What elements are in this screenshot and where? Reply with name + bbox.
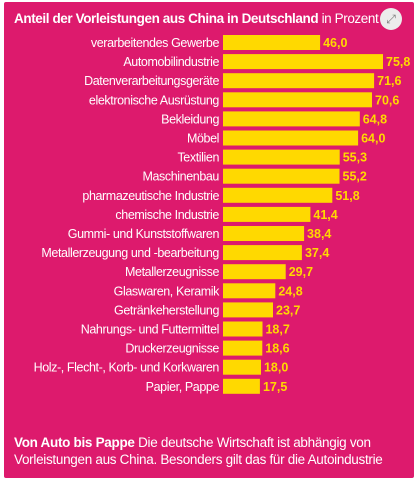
bar-row: Gummi- und Kunststoffwaren 38,4: [68, 226, 331, 241]
category-label: Nahrungs- und Futtermittel: [81, 323, 219, 337]
bar: [223, 359, 261, 375]
value-label: 55,3: [343, 151, 367, 165]
footer-headline: Von Auto bis Pappe: [14, 435, 135, 450]
value-label: 75,8: [386, 55, 410, 69]
chart-unit: in Prozent: [321, 11, 379, 26]
bar-row: Metallerzeugung und -bearbeitung 37,4: [41, 245, 329, 261]
bar-row: Textilien 55,3: [177, 149, 367, 165]
value-label: 37,4: [305, 246, 329, 260]
bar-row: Glaswaren, Keramik 24,8: [114, 283, 303, 299]
value-label: 51,8: [335, 189, 359, 203]
category-label: Druckerzeugnisse: [125, 342, 219, 356]
category-label: pharmazeutische Industrie: [82, 189, 219, 203]
bar-row: Datenverarbeitungsgeräte 71,6: [84, 73, 402, 89]
footer-text: Die deutsche Wirtschaft ist abhängig von…: [14, 435, 383, 467]
category-label: Datenverarbeitungsgeräte: [84, 74, 219, 88]
category-label: Holz-, Flecht-, Korb- und Korkwaren: [34, 361, 220, 375]
chart-title: Anteil der Vorleistungen aus China in De…: [14, 11, 384, 26]
value-label: 24,8: [278, 284, 302, 298]
bar: [223, 168, 340, 184]
value-label: 64,8: [363, 112, 387, 126]
bar-row: Bekleidung 64,8: [161, 111, 387, 127]
category-label: chemische Industrie: [115, 208, 219, 222]
value-label: 41,4: [313, 208, 337, 222]
value-label: 64,0: [361, 132, 385, 146]
bar: [223, 73, 375, 89]
bar: [223, 264, 286, 280]
value-label: 18,6: [265, 342, 289, 356]
category-label: Möbel: [187, 132, 219, 146]
bar-chart: verarbeitendes Gewerbe 46,0 Automobilindus…: [34, 35, 410, 394]
bar: [223, 35, 321, 50]
chart-title-text: Anteil der Vorleistungen aus China in De…: [14, 11, 319, 26]
bar-row: Möbel 64,0: [187, 130, 385, 146]
value-label: 29,7: [289, 265, 313, 279]
bar: [223, 321, 263, 337]
bar: [223, 206, 311, 222]
bar-row: Druckerzeugnisse 18,6: [125, 340, 290, 356]
value-label: 17,5: [263, 380, 287, 394]
value-label: 71,6: [377, 74, 401, 88]
category-label: Papier, Pappe: [146, 380, 220, 394]
bar-row: Holz-, Flecht-, Korb- und Korkwaren 18,0: [34, 359, 288, 375]
category-label: Getränkeherstellung: [114, 303, 219, 317]
bar-row: elektronische Ausrüstung 70,6: [89, 92, 399, 108]
bar: [223, 54, 383, 70]
value-label: 18,0: [264, 361, 288, 375]
category-label: Gummi- und Kunststoffwaren: [68, 227, 220, 241]
category-label: Bekleidung: [161, 112, 219, 126]
bar-row: Metallerzeugnisse 29,7: [125, 264, 313, 280]
bar: [223, 302, 273, 318]
value-label: 18,7: [265, 323, 289, 337]
bar-row: Papier, Pappe 17,5: [146, 378, 287, 394]
category-label: Textilien: [177, 151, 219, 165]
bar: [223, 340, 263, 356]
bar: [223, 283, 276, 299]
value-label: 55,2: [343, 170, 367, 184]
category-label: Metallerzeugnisse: [125, 265, 219, 279]
bar-row: pharmazeutische Industrie 51,8: [82, 187, 360, 203]
bar-row: Maschinenbau 55,2: [142, 168, 367, 184]
bar: [223, 149, 340, 165]
bar-row: Nahrungs- und Futtermittel 18,7: [81, 321, 290, 337]
bar: [223, 378, 260, 394]
value-label: 70,6: [375, 93, 399, 107]
bar: [223, 245, 302, 261]
value-label: 46,0: [323, 36, 347, 50]
bar: [223, 226, 305, 241]
chart-footer: Von Auto bis Pappe Die deutsche Wirtscha…: [14, 434, 410, 468]
bar: [223, 130, 359, 146]
bar: [223, 111, 360, 127]
bar-row: chemische Industrie 41,4: [115, 206, 338, 222]
value-label: 38,4: [307, 227, 331, 241]
category-label: Glaswaren, Keramik: [114, 284, 220, 298]
bar-row: Getränkeherstellung 23,7: [114, 302, 300, 318]
value-label: 23,7: [276, 303, 300, 317]
bar-row: verarbeitendes Gewerbe 46,0: [91, 35, 347, 50]
category-label: Maschinenbau: [142, 170, 219, 184]
bar-row: Automobilindustrie 75,8: [123, 54, 410, 70]
category-label: elektronische Ausrüstung: [89, 93, 220, 107]
bar: [223, 187, 333, 203]
expand-arrows-icon[interactable]: ⤢: [380, 8, 402, 30]
category-label: Automobilindustrie: [123, 55, 219, 69]
category-label: verarbeitendes Gewerbe: [91, 36, 220, 50]
chart-card: Anteil der Vorleistungen aus China in De…: [4, 2, 414, 478]
category-label: Metallerzeugung und -bearbeitung: [41, 246, 219, 260]
bar: [223, 92, 372, 108]
